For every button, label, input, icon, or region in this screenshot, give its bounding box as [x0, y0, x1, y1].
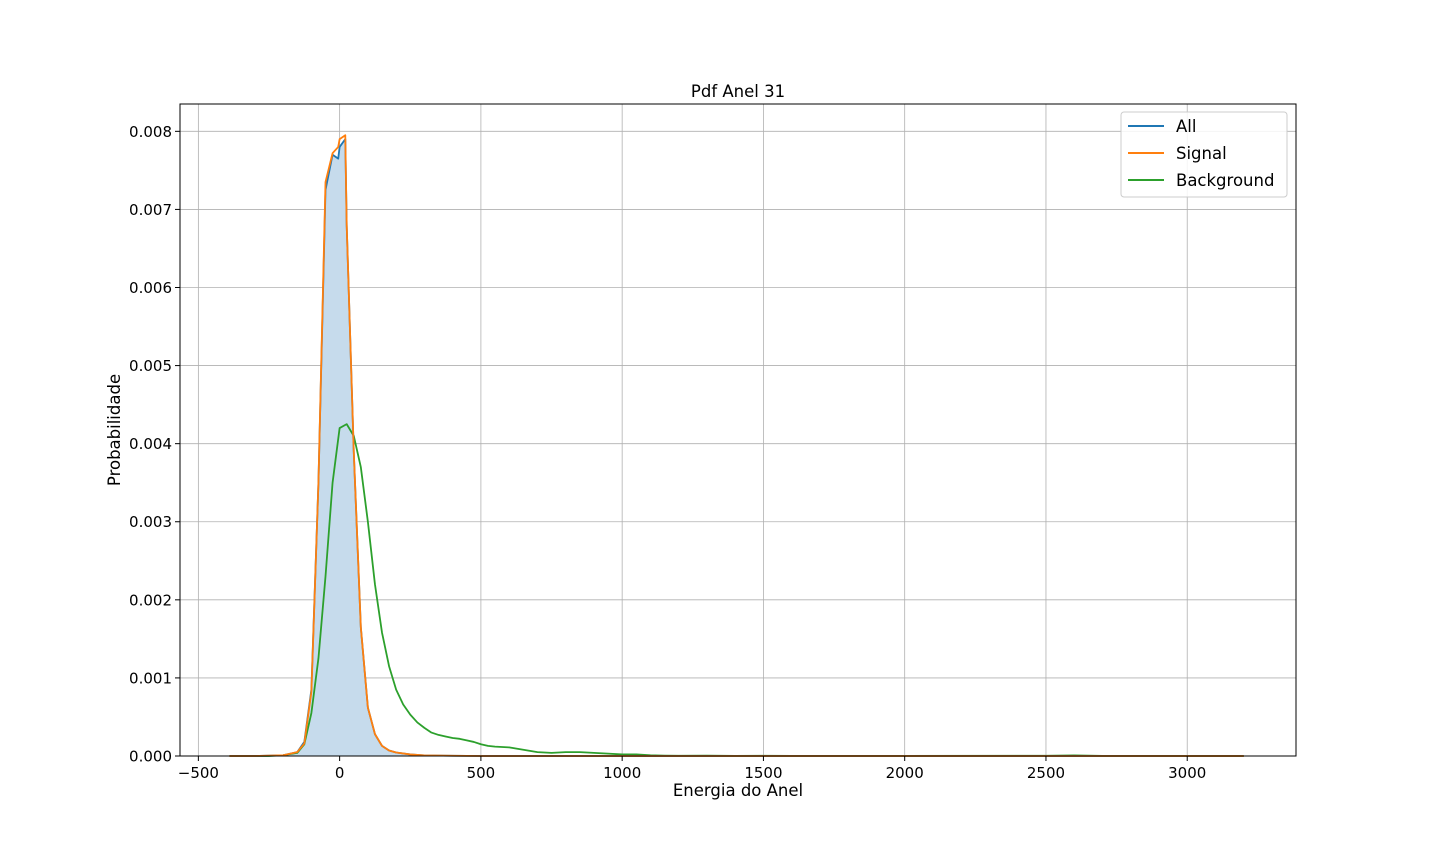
x-tick-label: 0 — [335, 764, 345, 782]
y-tick-label: 0.005 — [129, 357, 172, 375]
area-fill-layer — [229, 139, 1244, 756]
x-axis-ticks: −500 0 500 1000 1500 2000 2500 3000 — [178, 756, 1206, 782]
y-tick-label: 0.008 — [129, 123, 172, 141]
y-tick-label: 0.007 — [129, 201, 172, 219]
x-tick-label: 500 — [467, 764, 496, 782]
x-tick-label: 3000 — [1168, 764, 1206, 782]
all-area-fill — [229, 139, 1244, 756]
chart-title: Pdf Anel 31 — [691, 82, 785, 101]
legend-label-all: All — [1176, 117, 1196, 136]
legend-box — [1120, 111, 1288, 198]
y-tick-label: 0.003 — [129, 513, 172, 531]
x-tick-label: −500 — [178, 764, 219, 782]
legend: All Signal Background — [1120, 111, 1288, 198]
plot-frame — [179, 103, 1297, 757]
x-tick-label: 1000 — [603, 764, 641, 782]
x-axis-label: Energia do Anel — [673, 781, 803, 800]
y-tick-label: 0.001 — [129, 669, 172, 687]
legend-label-background: Background — [1176, 171, 1274, 190]
x-tick-label: 1500 — [744, 764, 782, 782]
x-tick-label: 2000 — [886, 764, 924, 782]
legend-label-signal: Signal — [1176, 144, 1227, 163]
y-axis-ticks: 0.000 0.001 0.002 0.003 0.004 0.005 0.006 0.007… — [129, 123, 180, 766]
y-axis-label: Probabilidade — [105, 374, 124, 486]
y-tick-label: 0.002 — [129, 591, 172, 609]
y-tick-label: 0.000 — [129, 748, 172, 766]
y-tick-label: 0.006 — [129, 279, 172, 297]
x-tick-label: 2500 — [1027, 764, 1065, 782]
y-tick-label: 0.004 — [129, 435, 172, 453]
